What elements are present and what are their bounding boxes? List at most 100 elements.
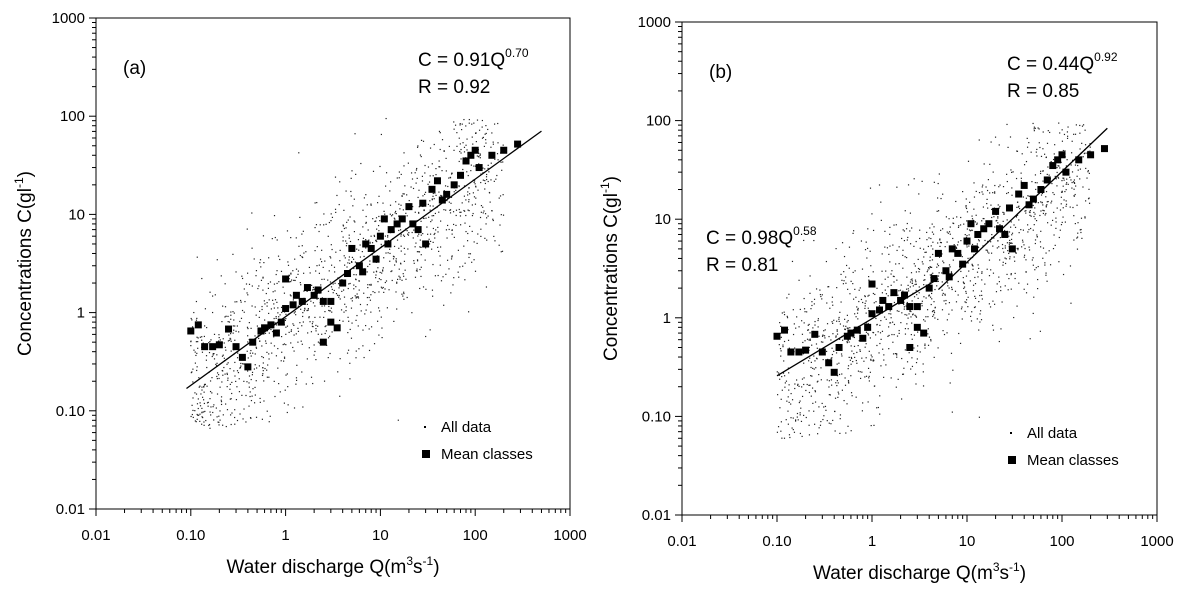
x-tick-label: 1000 [1140, 533, 1173, 550]
all-data-point [969, 280, 971, 282]
all-data-point [1008, 235, 1010, 237]
all-data-point [272, 291, 274, 293]
all-data-point [956, 216, 958, 218]
all-data-point [812, 402, 814, 404]
all-data-point [316, 265, 318, 267]
all-data-point [812, 367, 814, 369]
all-data-point [460, 211, 462, 213]
all-data-point [450, 292, 452, 294]
all-data-point [820, 379, 822, 381]
all-data-point [809, 275, 811, 277]
all-data-point [821, 402, 823, 405]
all-data-point [275, 273, 277, 276]
all-data-point [255, 314, 257, 316]
all-data-point [855, 396, 857, 398]
all-data-point [926, 231, 928, 234]
all-data-point [848, 356, 850, 359]
all-data-point [231, 392, 233, 395]
all-data-point [977, 276, 979, 278]
all-data-point [199, 402, 201, 404]
all-data-point [826, 420, 828, 422]
all-data-point [455, 189, 457, 191]
all-data-point [341, 290, 343, 292]
all-data-point [1028, 141, 1030, 144]
all-data-point [357, 325, 359, 327]
all-data-point [1007, 250, 1009, 252]
all-data-point [486, 178, 488, 181]
mean-class-marker [959, 260, 967, 268]
all-data-point [1069, 265, 1072, 267]
all-data-point [275, 355, 278, 357]
all-data-point [971, 311, 973, 313]
all-data-point [212, 353, 214, 355]
all-data-point [1062, 216, 1064, 218]
all-data-point [967, 257, 969, 260]
all-data-point [919, 237, 921, 240]
all-data-point [323, 278, 325, 280]
all-data-point [239, 366, 242, 369]
all-data-point [1001, 243, 1004, 246]
all-data-point [798, 326, 800, 328]
all-data-point [1066, 131, 1069, 133]
all-data-point [420, 254, 422, 256]
all-data-point [866, 257, 868, 259]
all-data-point [915, 240, 917, 243]
all-data-point [858, 300, 860, 303]
all-data-point [480, 181, 482, 184]
all-data-point [886, 247, 889, 249]
all-data-point [250, 378, 252, 381]
all-data-point [406, 296, 408, 299]
all-data-point [896, 310, 898, 312]
all-data-point [989, 306, 992, 308]
all-data-point [438, 130, 441, 133]
all-data-point [200, 393, 202, 395]
all-data-point [893, 224, 895, 226]
all-data-point [1045, 212, 1047, 215]
all-data-point [302, 315, 304, 318]
all-data-point [880, 365, 882, 367]
all-data-point [433, 233, 435, 236]
all-data-point [375, 239, 377, 241]
all-data-point [213, 358, 216, 360]
all-data-point [420, 155, 422, 158]
all-data-point [1011, 232, 1014, 234]
all-data-point [1034, 269, 1036, 271]
all-data-point [464, 262, 466, 264]
all-data-point [471, 214, 474, 217]
all-data-point [840, 353, 843, 355]
all-data-point [921, 180, 923, 182]
all-data-point [438, 250, 440, 253]
all-data-point [879, 413, 881, 415]
all-data-point [876, 407, 878, 409]
all-data-point [377, 267, 379, 269]
all-data-point [904, 349, 906, 351]
all-data-point [1014, 260, 1016, 262]
all-data-point [820, 367, 822, 369]
all-data-point [1029, 214, 1031, 216]
all-data-point [798, 401, 800, 404]
all-data-point [1006, 192, 1008, 195]
all-data-point [253, 368, 255, 370]
all-data-point [431, 163, 433, 165]
all-data-point [967, 296, 969, 298]
all-data-point [482, 179, 484, 181]
all-data-point [347, 349, 350, 351]
all-data-point [420, 220, 422, 222]
all-data-point [854, 313, 856, 315]
all-data-point [968, 234, 970, 236]
all-data-point [438, 166, 440, 168]
all-data-point [969, 257, 971, 259]
all-data-point [502, 161, 504, 163]
all-data-point [1076, 237, 1078, 239]
all-data-point [864, 295, 866, 297]
all-data-point [1010, 274, 1012, 276]
all-data-point [962, 281, 965, 283]
all-data-point [410, 172, 413, 174]
all-data-point [416, 270, 418, 272]
all-data-point [419, 287, 421, 290]
all-data-point [366, 204, 368, 206]
all-data-point [849, 359, 851, 361]
all-data-point [1013, 316, 1015, 319]
all-data-point [1027, 231, 1029, 233]
all-data-point [303, 290, 305, 292]
